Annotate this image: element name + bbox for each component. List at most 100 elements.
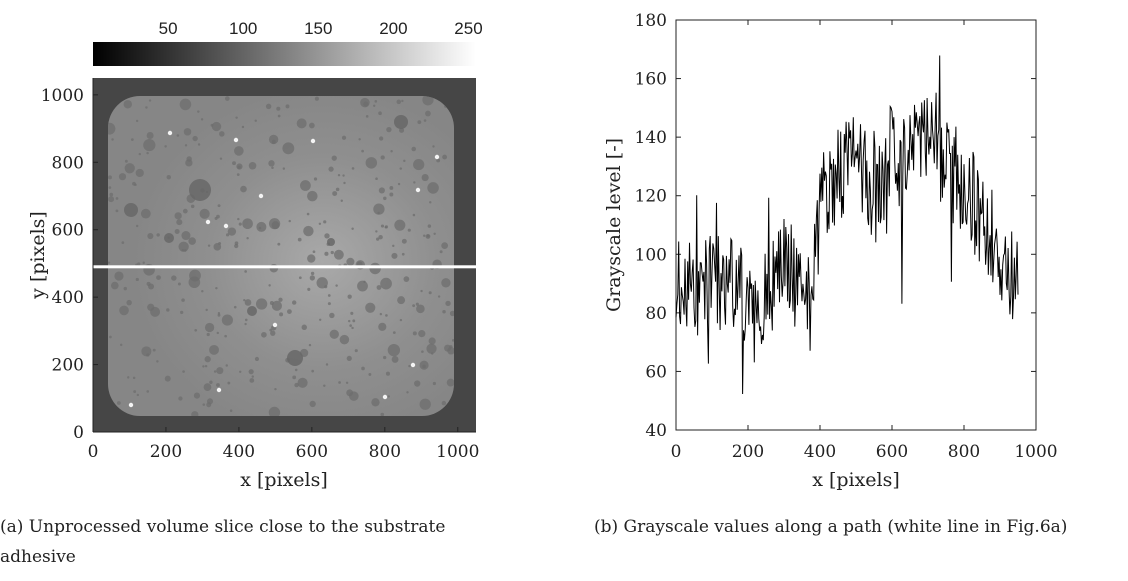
pore bbox=[394, 219, 406, 231]
pore bbox=[335, 284, 338, 287]
pore bbox=[236, 173, 240, 176]
image-x-tick-label: 600 bbox=[296, 442, 328, 462]
pore bbox=[449, 310, 454, 317]
pore bbox=[361, 149, 364, 153]
pore bbox=[146, 132, 154, 140]
pore bbox=[229, 409, 233, 412]
pore bbox=[425, 110, 431, 117]
plot-frame bbox=[675, 19, 1037, 431]
plot-y-tick-label: 60 bbox=[645, 362, 667, 382]
pore bbox=[446, 378, 454, 387]
pore bbox=[254, 119, 257, 122]
pore bbox=[311, 369, 315, 373]
bright-spot bbox=[216, 387, 222, 393]
bright-spot bbox=[310, 138, 316, 144]
pore bbox=[414, 380, 421, 387]
image-y-label: y [pixels] bbox=[27, 211, 49, 300]
pore bbox=[323, 220, 327, 224]
pore bbox=[184, 144, 188, 147]
pore bbox=[378, 234, 383, 240]
image-axes: 0 200 400 600 800 1000 0 200 400 600 800 1000 x [p… bbox=[27, 78, 479, 491]
pore bbox=[251, 375, 254, 378]
pore bbox=[136, 393, 140, 397]
pore bbox=[319, 318, 322, 322]
bright-spot bbox=[382, 394, 388, 400]
pore bbox=[351, 227, 354, 230]
pore bbox=[124, 163, 135, 174]
pore bbox=[421, 173, 429, 182]
pore bbox=[192, 135, 198, 142]
slice-image bbox=[93, 78, 476, 432]
pore bbox=[244, 299, 252, 306]
pore bbox=[191, 411, 199, 416]
pore bbox=[439, 250, 443, 254]
pore bbox=[184, 249, 187, 252]
plot-x-tick-label: 600 bbox=[876, 442, 908, 462]
pore bbox=[327, 294, 331, 297]
pore bbox=[419, 398, 431, 410]
pore bbox=[451, 339, 454, 342]
pore bbox=[156, 275, 161, 281]
pore bbox=[121, 241, 125, 244]
pore bbox=[294, 382, 299, 388]
pore bbox=[282, 167, 286, 170]
pore bbox=[379, 312, 383, 316]
pore bbox=[114, 271, 124, 281]
pore bbox=[239, 370, 242, 373]
pore bbox=[432, 381, 436, 386]
plot-y-tick-label: 100 bbox=[635, 245, 667, 265]
pore bbox=[340, 199, 343, 202]
pore bbox=[221, 314, 233, 326]
pore bbox=[143, 138, 156, 152]
pore bbox=[232, 161, 236, 166]
pore bbox=[378, 187, 385, 194]
bright-spot bbox=[434, 154, 440, 160]
pore bbox=[108, 122, 116, 135]
pore bbox=[216, 367, 224, 375]
pore bbox=[204, 322, 215, 333]
pore bbox=[152, 348, 156, 352]
pore bbox=[436, 158, 441, 163]
pore bbox=[276, 106, 281, 111]
pore bbox=[108, 196, 115, 203]
pore bbox=[224, 334, 227, 338]
pore bbox=[426, 343, 437, 354]
pore bbox=[365, 157, 378, 169]
line-plot: 0 200 400 600 800 1000 406080100120140160180 … bbox=[603, 11, 1058, 491]
pore bbox=[377, 211, 380, 215]
pore bbox=[437, 295, 441, 298]
pore bbox=[403, 276, 410, 282]
pore bbox=[379, 136, 384, 141]
pore bbox=[346, 257, 355, 266]
pore bbox=[270, 330, 276, 336]
pore bbox=[108, 186, 112, 189]
pore bbox=[387, 395, 390, 398]
pore bbox=[351, 167, 355, 170]
pore bbox=[182, 370, 185, 373]
pore bbox=[145, 106, 148, 109]
pore bbox=[407, 228, 411, 232]
pore bbox=[132, 181, 136, 186]
pore bbox=[279, 312, 284, 317]
pore bbox=[123, 100, 132, 109]
pore bbox=[277, 114, 281, 118]
pore bbox=[271, 166, 274, 169]
pore bbox=[234, 243, 239, 249]
pore bbox=[418, 330, 426, 338]
pore bbox=[227, 381, 231, 385]
image-x-tick-label: 1000 bbox=[436, 442, 479, 462]
pore bbox=[227, 227, 237, 236]
pore bbox=[385, 371, 391, 376]
pore bbox=[442, 310, 446, 314]
pore bbox=[292, 375, 297, 380]
pore bbox=[269, 301, 274, 305]
pore bbox=[243, 299, 246, 302]
colorbar: 50 100 150 200 250 bbox=[93, 19, 483, 66]
pore bbox=[123, 286, 127, 291]
pore bbox=[199, 208, 210, 219]
bright-spot bbox=[167, 130, 173, 136]
pore bbox=[268, 218, 281, 230]
image-y-tick-label: 800 bbox=[52, 153, 84, 173]
pore bbox=[255, 298, 268, 310]
